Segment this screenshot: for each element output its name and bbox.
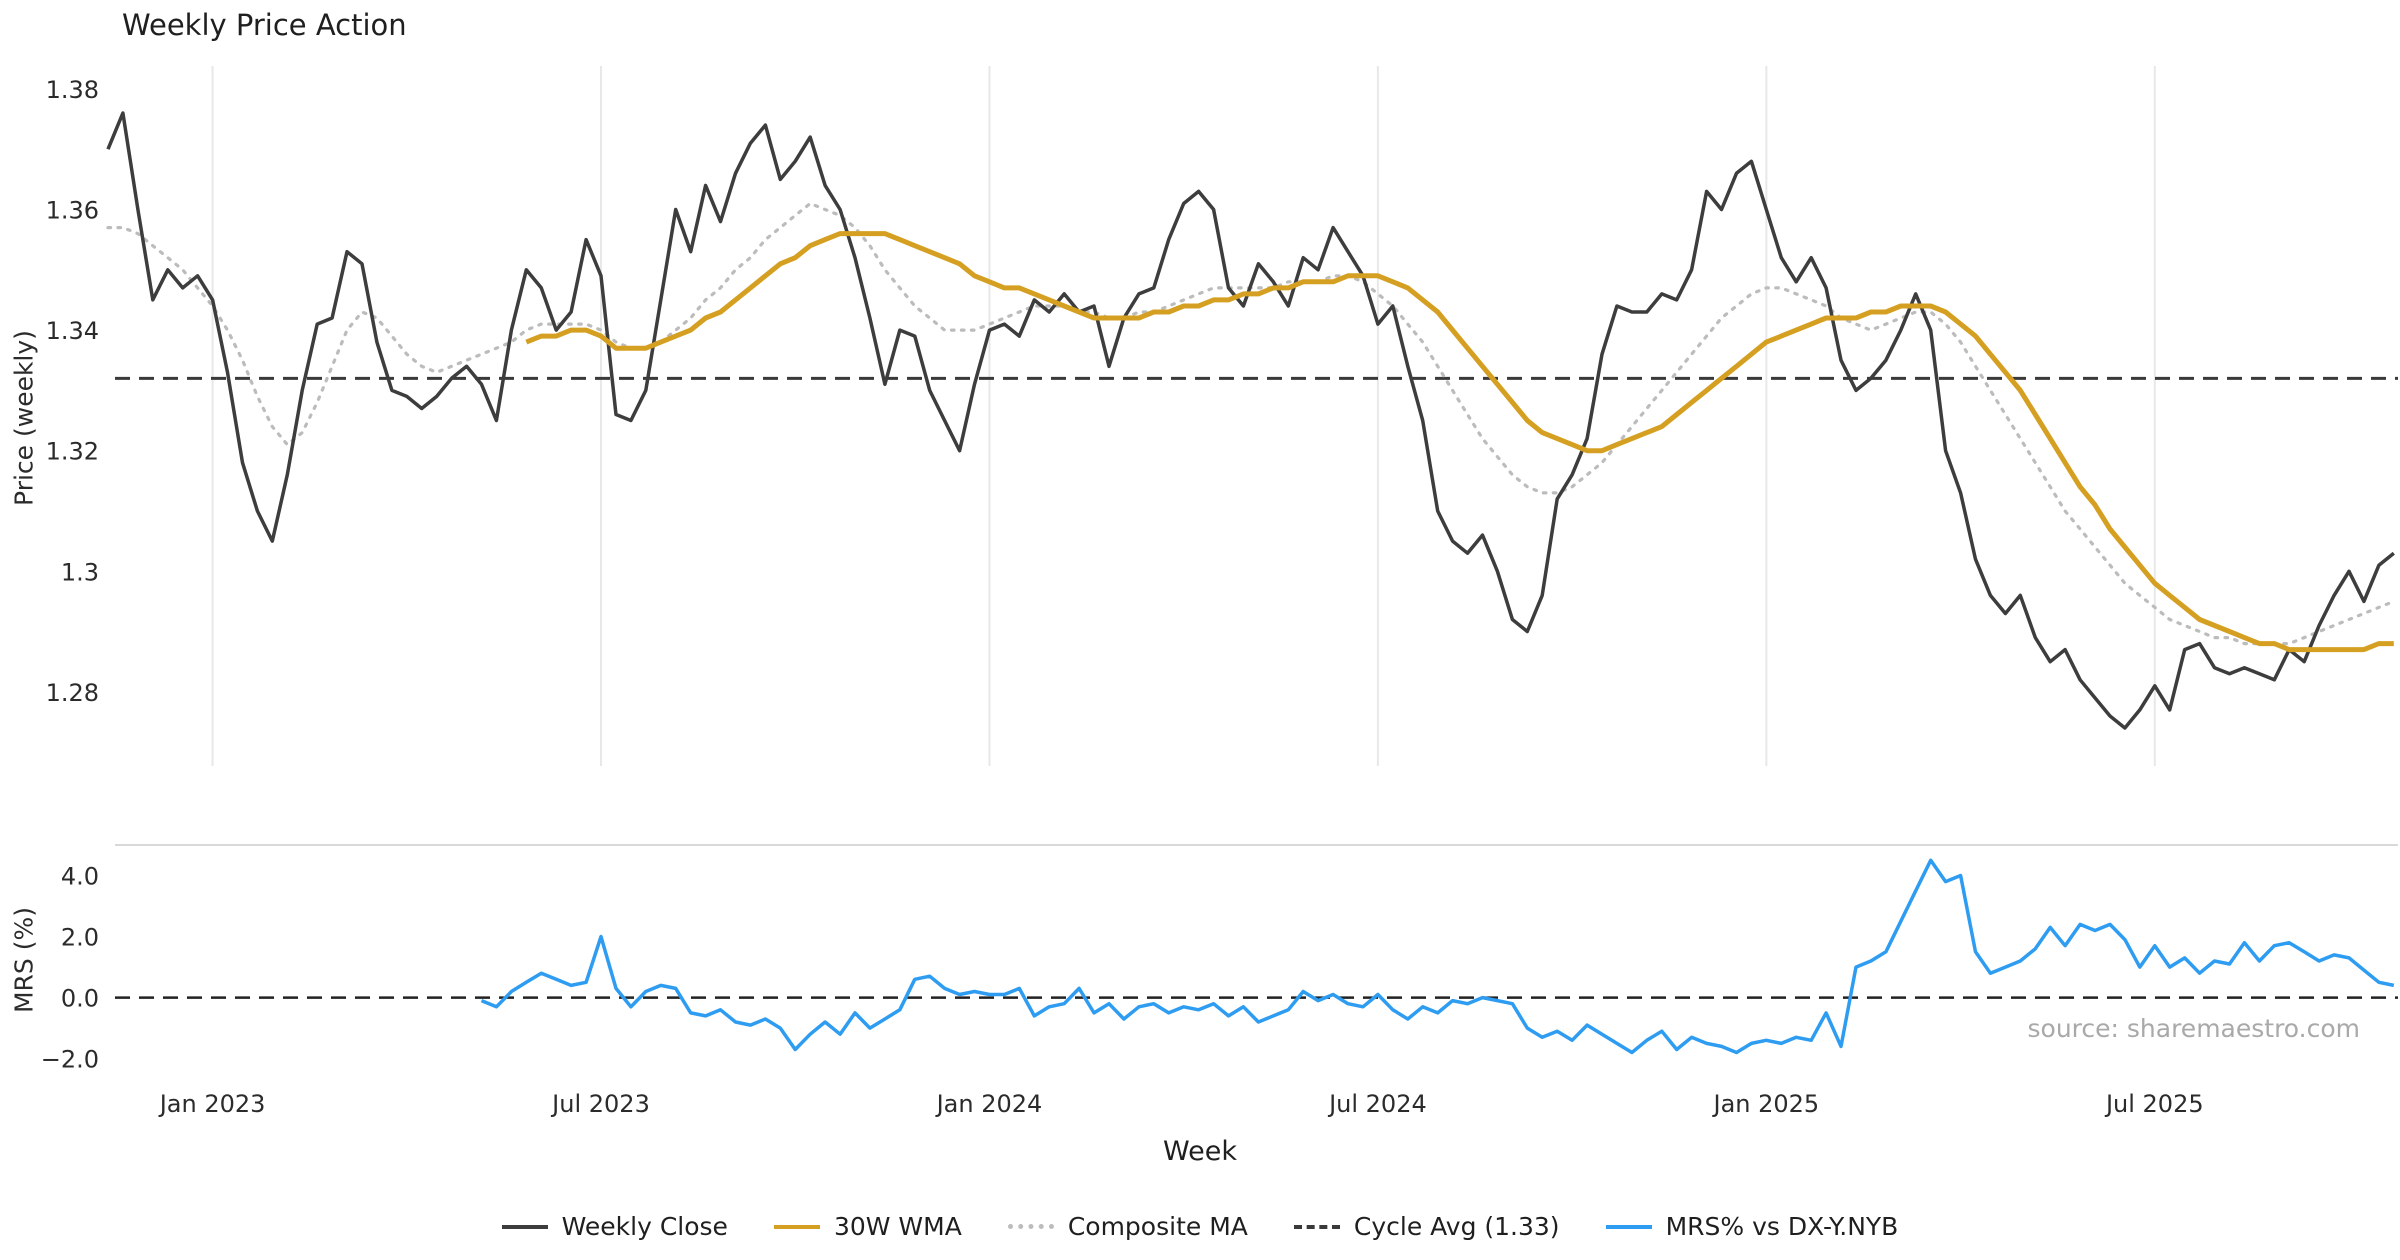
svg-text:Jul 2024: Jul 2024 [1327, 1090, 1427, 1118]
chart-legend: Weekly Close 30W WMA Composite MA Cycle Avg… [0, 1212, 2400, 1241]
legend-label: MRS% vs DX-Y.NYB [1665, 1212, 1899, 1241]
legend-item-2: Composite MA [1007, 1212, 1248, 1241]
svg-text:4.0: 4.0 [61, 863, 99, 891]
svg-text:Jan 2025: Jan 2025 [1711, 1090, 1819, 1118]
source-attribution: source: sharemaestro.com [2027, 1014, 2361, 1043]
svg-text:1.38: 1.38 [46, 76, 99, 104]
legend-item-3: Cycle Avg (1.33) [1293, 1212, 1560, 1241]
svg-text:1.3: 1.3 [61, 558, 99, 586]
legend-item-1: 30W WMA [773, 1212, 962, 1241]
svg-text:Jan 2023: Jan 2023 [158, 1090, 266, 1118]
svg-text:0.0: 0.0 [61, 985, 99, 1013]
legend-swatch-solid [773, 1224, 820, 1229]
legend-label: Cycle Avg (1.33) [1353, 1212, 1560, 1241]
svg-text:1.36: 1.36 [46, 196, 99, 224]
legend-label: 30W WMA [833, 1212, 962, 1241]
legend-item-0: Weekly Close [501, 1212, 728, 1241]
legend-label: Composite MA [1067, 1212, 1248, 1241]
svg-text:1.28: 1.28 [46, 679, 99, 707]
svg-text:Jul 2023: Jul 2023 [550, 1090, 650, 1118]
legend-swatch-solid [1605, 1224, 1652, 1229]
svg-text:1.32: 1.32 [46, 438, 99, 466]
svg-text:Jul 2025: Jul 2025 [2104, 1090, 2204, 1118]
svg-text:−2.0: −2.0 [41, 1046, 99, 1074]
x-axis-label: Week [1163, 1136, 1237, 1167]
chart-title: Weekly Price Action [122, 8, 407, 42]
legend-item-4: MRS% vs DX-Y.NYB [1605, 1212, 1899, 1241]
legend-swatch-solid [501, 1224, 548, 1229]
svg-text:1.34: 1.34 [46, 317, 99, 345]
legend-label: Weekly Close [561, 1212, 728, 1241]
svg-text:2.0: 2.0 [61, 924, 99, 952]
legend-swatch-dotted [1007, 1224, 1054, 1229]
legend-swatch-dashed [1293, 1224, 1340, 1229]
svg-text:Jan 2024: Jan 2024 [935, 1090, 1043, 1118]
